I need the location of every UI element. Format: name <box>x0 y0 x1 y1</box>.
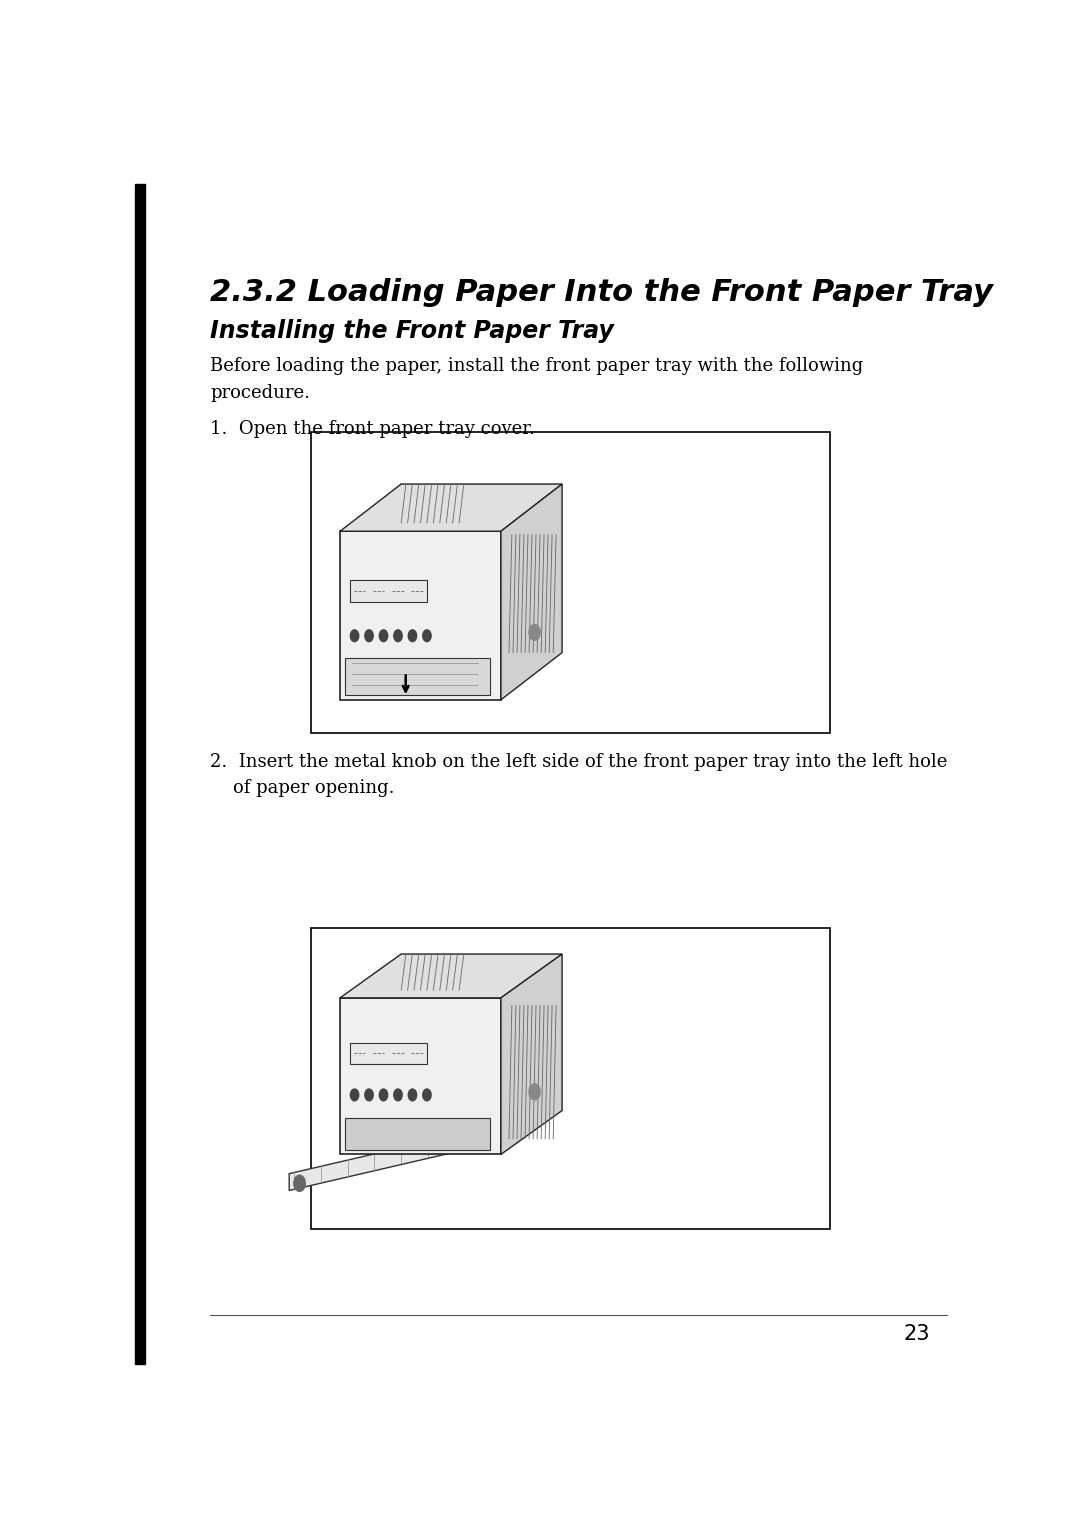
Bar <box>350 1044 427 1064</box>
Polygon shape <box>501 954 562 1154</box>
Circle shape <box>422 630 431 642</box>
Text: Installing the Front Paper Tray: Installing the Front Paper Tray <box>211 319 615 342</box>
Text: 2.3.2 Loading Paper Into the Front Paper Tray: 2.3.2 Loading Paper Into the Front Paper… <box>211 279 994 308</box>
Circle shape <box>394 1088 402 1101</box>
Circle shape <box>350 1088 359 1101</box>
Bar <box>311 432 829 733</box>
Circle shape <box>379 1088 388 1101</box>
Text: 1.  Open the front paper tray cover.: 1. Open the front paper tray cover. <box>211 420 535 438</box>
Circle shape <box>365 630 374 642</box>
Bar <box>135 184 145 1364</box>
Polygon shape <box>289 1128 486 1191</box>
Bar <box>340 998 501 1154</box>
Circle shape <box>408 1088 417 1101</box>
Circle shape <box>379 630 388 642</box>
Circle shape <box>350 630 359 642</box>
Circle shape <box>422 1088 431 1101</box>
Circle shape <box>294 1176 306 1191</box>
Text: 2.  Insert the metal knob on the left side of the front paper tray into the left: 2. Insert the metal knob on the left sid… <box>211 753 948 797</box>
Text: 23: 23 <box>904 1325 930 1344</box>
Circle shape <box>365 1088 374 1101</box>
Polygon shape <box>340 484 562 532</box>
Bar <box>345 1119 489 1150</box>
Polygon shape <box>501 484 562 699</box>
Bar <box>350 579 427 602</box>
Circle shape <box>470 1131 482 1148</box>
Circle shape <box>529 624 540 641</box>
Circle shape <box>394 630 402 642</box>
Bar <box>345 658 489 694</box>
Bar <box>340 532 501 699</box>
Bar <box>311 927 829 1228</box>
Circle shape <box>529 1084 540 1099</box>
Circle shape <box>408 630 417 642</box>
Text: Before loading the paper, install the front paper tray with the following
proced: Before loading the paper, install the fr… <box>211 357 864 402</box>
Polygon shape <box>340 954 562 998</box>
